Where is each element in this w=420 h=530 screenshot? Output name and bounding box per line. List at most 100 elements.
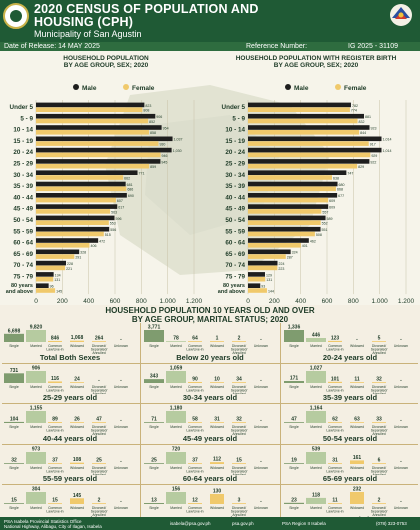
marital-category-label: Widowed: [70, 344, 84, 348]
marital-bar: [70, 462, 84, 464]
data-label-female: 508: [316, 233, 322, 237]
y-tick-label: 10 - 14: [225, 127, 245, 134]
marital-bar: [188, 341, 202, 342]
marital-category-label: Widowed: [350, 466, 364, 470]
y-tick-label: 70 - 74: [225, 262, 245, 269]
marital-bar: [144, 422, 164, 424]
x-tick-label: 600: [110, 298, 121, 303]
marital-value-label: 24: [74, 376, 80, 382]
marital-value-label: 71: [151, 417, 157, 423]
data-label-female: 917: [370, 143, 376, 147]
marital-value-label: -: [260, 418, 262, 424]
marital-value-label: 539: [312, 446, 321, 452]
legend-female-swatch: [123, 84, 129, 90]
x-tick-label: 400: [83, 298, 94, 303]
marital-category-label: Law/Live-in: [326, 429, 343, 433]
bar-female: [248, 288, 267, 293]
title-line-1: 2020 CENSUS OF POPULATION AND: [34, 2, 259, 16]
bar-female: [36, 186, 127, 192]
marital-category-label: Widowed: [210, 344, 224, 348]
marital-category-label: Common: [328, 466, 342, 470]
marital-category-label: Separated/: [231, 469, 248, 473]
data-label-female: 221: [66, 267, 72, 271]
bar-female: [36, 209, 111, 214]
marital-bar: [232, 503, 246, 505]
marital-category-label: Married: [310, 385, 322, 389]
bar-male: [248, 136, 382, 142]
bar-female: [248, 243, 301, 248]
marital-bar: [232, 462, 246, 464]
marital-category-label: Law/Live-in: [186, 429, 203, 433]
title-line-2: HOUSING (CPH): [34, 15, 134, 29]
y-tick-label: 45 - 49: [13, 206, 33, 213]
marital-value-label: 15: [52, 498, 58, 504]
data-label-female: 401: [302, 244, 308, 248]
marital-category-label: Unknown: [254, 385, 268, 389]
marital-bar: [284, 380, 304, 383]
marital-value-label: 108: [73, 457, 82, 463]
bar-male: [36, 238, 99, 243]
data-label-male: 881: [365, 115, 371, 119]
marital-category-label: Married: [30, 506, 42, 510]
data-label-female: 145: [56, 289, 62, 293]
marital-category-label: Single: [289, 385, 299, 389]
marital-category-label: Common: [188, 344, 202, 348]
data-label-female: 930: [159, 143, 165, 147]
data-label-female: 929: [371, 154, 377, 158]
marital-value-label: 1,068: [71, 335, 84, 341]
bar-male: [248, 260, 278, 266]
marital-category-label: Unknown: [394, 344, 408, 348]
marital-category-label: Divorced/: [232, 344, 246, 348]
data-label-female: 131: [266, 278, 272, 282]
x-tick-label: 800: [136, 298, 147, 303]
y-tick-label: and above: [218, 289, 245, 295]
y-tick-label: 30 - 34: [13, 172, 33, 179]
data-label-female: 563: [111, 210, 117, 214]
marital-category-label: Separated/: [231, 348, 248, 352]
marital-category-label: Widowed: [210, 506, 224, 510]
marital-value-label: 304: [32, 487, 41, 493]
data-label-female: 144: [268, 289, 274, 293]
marital-bar: [210, 381, 224, 383]
bar-female: [248, 276, 266, 282]
marital-value-label: 156: [172, 487, 181, 493]
marital-bar: [4, 333, 24, 342]
marital-category-label: Common: [188, 466, 202, 470]
bar-female: [36, 175, 124, 180]
data-label-male: 129: [266, 273, 272, 277]
psa-seal-logo: [3, 3, 29, 29]
y-tick-label: 75 - 79: [225, 274, 245, 281]
marital-category-label: Divorced/: [92, 466, 106, 470]
marital-category-label: Married: [310, 425, 322, 429]
marital-panel: 343 Single 1,059 Married 90 Common Law/Live-in…: [140, 364, 280, 405]
marital-category-label: Divorced/: [92, 425, 106, 429]
panel-row-divider: [2, 484, 418, 486]
marital-bar: [166, 341, 186, 342]
footer-phone: (078) 323-0753: [376, 521, 407, 526]
marital-bar: [166, 370, 186, 383]
marital-bar: [188, 503, 202, 505]
marital-bar: [306, 498, 326, 505]
y-tick-label: 55 - 59: [13, 228, 33, 235]
marital-category-label: Divorced/: [372, 344, 386, 348]
marital-category-label: Separated/: [371, 510, 388, 514]
marital-category-label: Married: [170, 506, 182, 510]
marital-status-title-line2: BY AGE GROUP, MARITAL STATUS; 2020: [131, 315, 289, 324]
marital-category-label: Divorced/: [372, 425, 386, 429]
marital-value-label: 232: [353, 487, 362, 493]
marital-category-label: Common: [328, 385, 342, 389]
chart-2-title-line1: HOUSEHOLD POPULATION WITH REGISTER BIRTH: [235, 55, 397, 62]
marital-category-label: Married: [170, 466, 182, 470]
data-label-female: 291: [75, 256, 81, 260]
marital-bar: [166, 411, 186, 424]
marital-category-label: Separated/: [91, 429, 108, 433]
marital-bar: [372, 503, 386, 505]
marital-panel: 25 Single 720 Married 37 Common Law/Live-in 112…: [140, 445, 280, 486]
marital-category-label: Single: [149, 506, 159, 510]
y-tick-label: 80 years: [223, 283, 245, 289]
marital-value-label: 63: [354, 417, 360, 423]
marital-category-label: Annulled: [232, 473, 245, 475]
marital-panel-age-label: 40-44 years old: [42, 433, 98, 443]
